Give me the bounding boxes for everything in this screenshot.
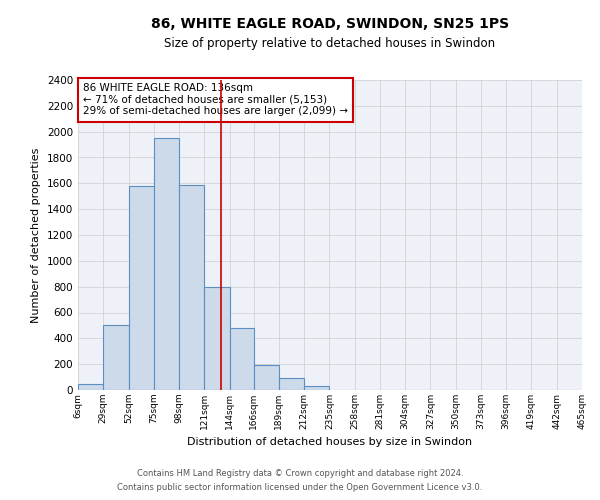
Bar <box>179 184 204 390</box>
Bar <box>230 328 254 390</box>
Y-axis label: Number of detached properties: Number of detached properties <box>31 148 41 322</box>
Bar <box>304 386 329 390</box>
Bar <box>154 138 179 390</box>
Text: Size of property relative to detached houses in Swindon: Size of property relative to detached ho… <box>164 38 496 51</box>
Bar <box>279 378 304 390</box>
Text: 86, WHITE EAGLE ROAD, SWINDON, SN25 1PS: 86, WHITE EAGLE ROAD, SWINDON, SN25 1PS <box>151 18 509 32</box>
X-axis label: Distribution of detached houses by size in Swindon: Distribution of detached houses by size … <box>187 438 473 448</box>
Bar <box>78 384 103 390</box>
Text: Contains public sector information licensed under the Open Government Licence v3: Contains public sector information licen… <box>118 484 482 492</box>
Bar <box>103 326 128 390</box>
Text: 86 WHITE EAGLE ROAD: 136sqm
← 71% of detached houses are smaller (5,153)
29% of : 86 WHITE EAGLE ROAD: 136sqm ← 71% of det… <box>83 83 348 116</box>
Bar <box>204 286 230 390</box>
Bar <box>254 366 279 390</box>
Text: Contains HM Land Registry data © Crown copyright and database right 2024.: Contains HM Land Registry data © Crown c… <box>137 468 463 477</box>
Bar <box>128 186 154 390</box>
